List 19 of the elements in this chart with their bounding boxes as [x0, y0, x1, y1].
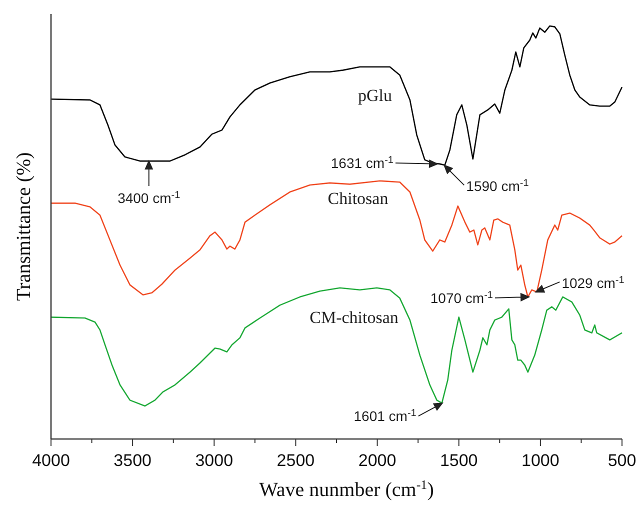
annotation: 1070 cm$^{-1}$	[430, 289, 494, 306]
annotation: 1029 cm$^{-1}$	[562, 274, 625, 291]
x-tick-label: 500	[608, 451, 636, 470]
annotation: 3400 cm$^{-1}$	[118, 190, 181, 206]
x-tick-label: 2500	[276, 451, 315, 470]
annotation: 1631 cm$^{-1}$	[330, 154, 394, 171]
x-tick-label: 3000	[195, 451, 234, 470]
y-axis-title: Transmittance (%)	[13, 152, 35, 301]
annotation: 1590 cm$^{-1}$	[466, 178, 530, 194]
annotation: 1601 cm$^{-1}$	[354, 408, 417, 424]
x-tick-label: 4000	[32, 451, 70, 470]
x-tick-label: 2000	[358, 451, 396, 470]
series-label: pGlu	[358, 86, 392, 105]
x-tick-label: 1500	[440, 451, 478, 470]
series-label: CM-chitosan	[310, 308, 399, 327]
x-tick-label: 3500	[114, 451, 152, 470]
x-axis-title: Wave nunmber (cm$^{-1}$)	[259, 476, 434, 501]
series-label: Chitosan	[328, 189, 389, 208]
x-tick-label: 1000	[522, 451, 560, 470]
